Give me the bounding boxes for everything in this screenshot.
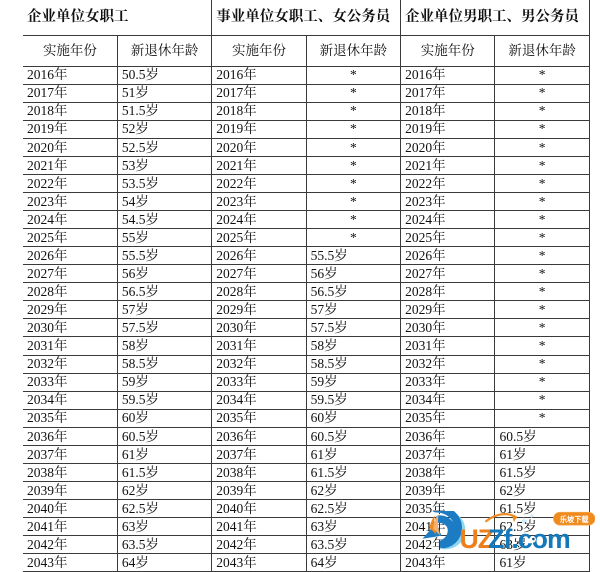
svg-text:Zf.com: Zf.com — [488, 524, 570, 554]
svg-text:乐坡下载: 乐坡下载 — [560, 515, 590, 524]
